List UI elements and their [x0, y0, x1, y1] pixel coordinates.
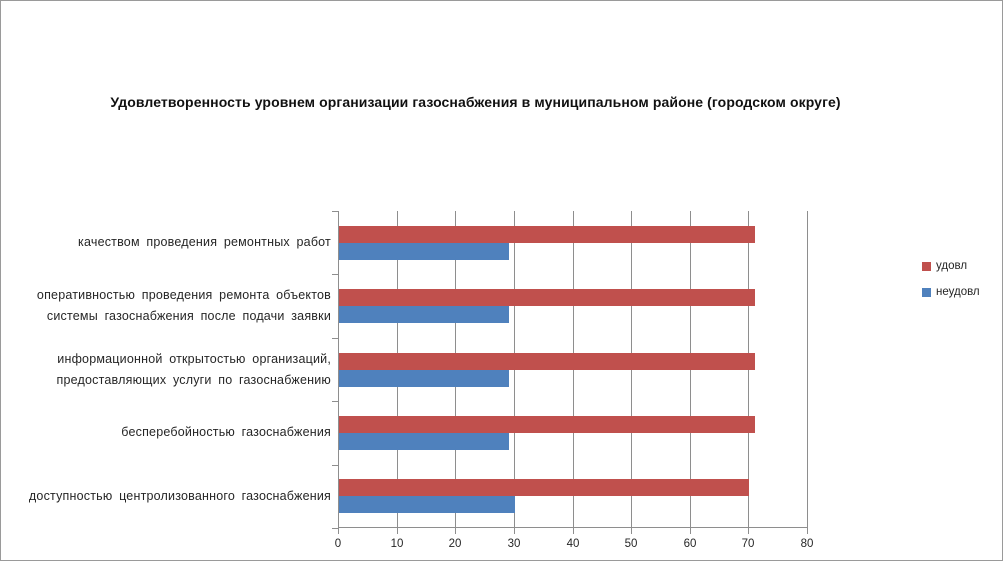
- category-axis-line: [338, 211, 339, 528]
- bar-series-1-cat-3: [339, 433, 509, 450]
- bar-series-1-cat-2: [339, 370, 509, 387]
- value-axis-tick: [807, 528, 808, 534]
- chart-title: Удовлетворенность уровнем организации га…: [110, 94, 841, 110]
- gridline: [807, 211, 808, 528]
- x-tick-label: 80: [800, 538, 814, 550]
- category-label: оперативностью проведения ремонта объект…: [36, 287, 331, 323]
- value-axis-tick: [572, 528, 574, 534]
- bar-series-0-cat-3: [339, 416, 755, 433]
- x-tick-label: 0: [334, 538, 342, 550]
- category-axis-tick: [332, 274, 338, 275]
- bar-series-1-cat-0: [339, 243, 509, 260]
- category-axis-tick: [332, 401, 338, 402]
- value-axis-tick: [513, 528, 515, 534]
- value-axis-line: [338, 527, 807, 528]
- bar-series-1-cat-1: [339, 306, 509, 323]
- x-tick-label: 10: [390, 538, 404, 550]
- bar-series-0-cat-0: [339, 226, 755, 243]
- bar-series-0-cat-4: [339, 479, 749, 496]
- legend-item: удовл: [922, 258, 980, 274]
- legend-item: неудовл: [922, 284, 980, 300]
- value-axis-tick: [396, 528, 398, 534]
- category-label: бесперебойностью газоснабжения: [121, 425, 331, 439]
- category-label: информационной открытостью организаций, …: [56, 351, 331, 387]
- bar-series-0-cat-2: [339, 353, 755, 370]
- category-label: доступностью центролизованного газоснабж…: [28, 489, 331, 503]
- category-axis-tick: [332, 211, 338, 212]
- legend-swatch: [922, 261, 931, 271]
- value-axis-tick: [455, 528, 457, 534]
- bar-series-1-cat-4: [339, 496, 515, 513]
- plot-area: [332, 211, 808, 534]
- x-tick-label: 20: [448, 538, 462, 550]
- value-axis-tick: [689, 528, 691, 534]
- legend-label: неудовл: [936, 286, 980, 298]
- legend-label: удовл: [936, 260, 968, 272]
- category-axis-tick: [332, 338, 338, 339]
- legend: удовл неудовл: [922, 258, 980, 310]
- bar-series-0-cat-1: [339, 289, 755, 306]
- x-tick-label: 60: [683, 538, 697, 550]
- x-tick-label: 30: [507, 538, 521, 550]
- category-axis-tick: [332, 528, 338, 529]
- category-label: качеством проведения ремонтных работ: [78, 235, 331, 249]
- legend-swatch: [922, 287, 931, 297]
- x-tick-label: 50: [624, 538, 638, 550]
- value-axis-tick: [748, 528, 750, 534]
- x-tick-label: 40: [566, 538, 580, 550]
- category-axis-tick: [332, 465, 338, 466]
- value-axis-tick: [338, 528, 339, 534]
- value-axis-tick: [631, 528, 633, 534]
- x-tick-label: 70: [741, 538, 755, 550]
- value-axis-labels: 0 10 20 30 40 50 60 70 80: [1, 538, 1002, 554]
